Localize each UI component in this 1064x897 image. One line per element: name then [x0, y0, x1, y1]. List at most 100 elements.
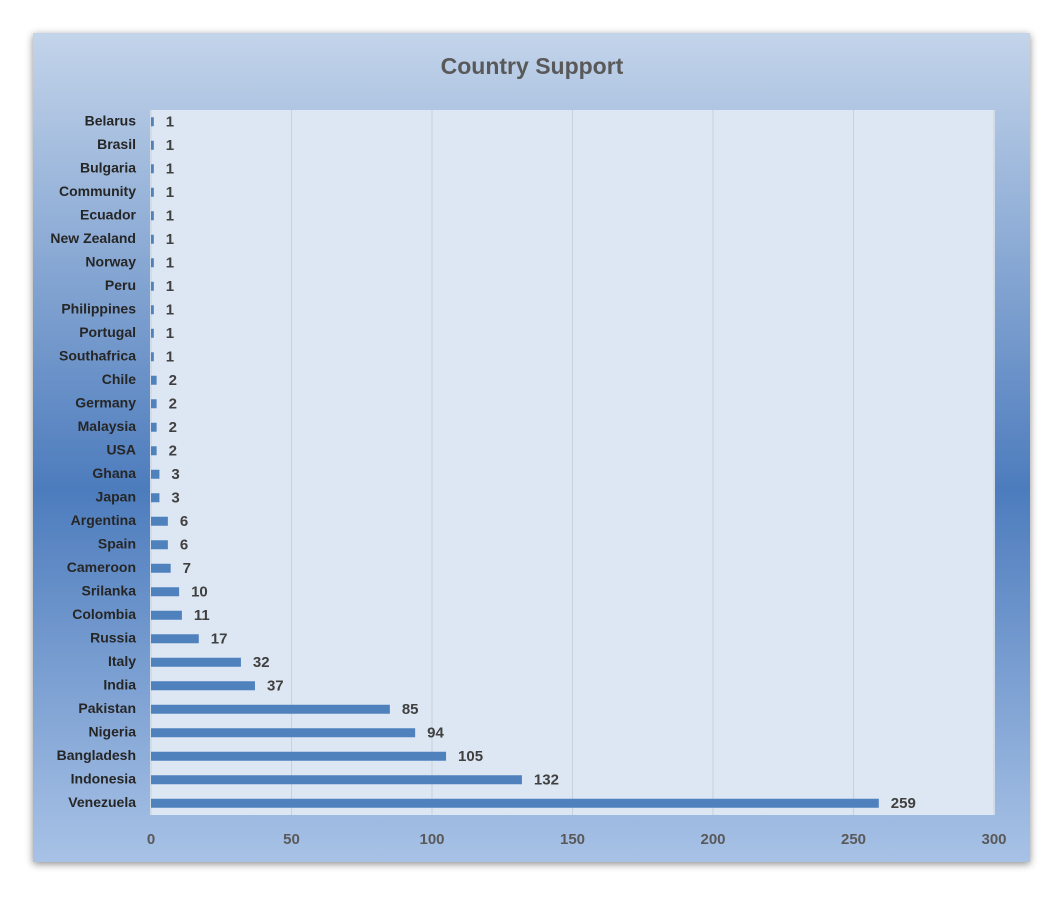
y-tick-label: Bangladesh — [57, 747, 136, 763]
data-label: 6 — [180, 537, 188, 554]
bar — [151, 117, 154, 127]
data-label: 1 — [166, 184, 174, 201]
y-tick-label: Portugal — [79, 324, 136, 340]
bar — [151, 422, 157, 432]
y-tick-label: Venezuela — [68, 794, 136, 810]
data-label: 11 — [194, 607, 210, 624]
x-tick-label: 300 — [981, 831, 1006, 848]
y-tick-label: Indonesia — [71, 770, 137, 786]
y-tick-label: Ghana — [92, 465, 136, 481]
y-tick-label: Cameroon — [67, 559, 136, 575]
data-label: 1 — [166, 255, 174, 272]
x-tick-label: 250 — [841, 831, 866, 848]
bar — [151, 211, 154, 221]
y-tick-label: Colombia — [72, 606, 136, 622]
bar — [151, 234, 154, 244]
data-label: 3 — [171, 490, 179, 507]
data-label: 3 — [171, 466, 179, 483]
bar — [151, 681, 255, 691]
y-tick-label: Russia — [90, 629, 136, 645]
data-label: 1 — [166, 349, 174, 366]
data-label: 37 — [267, 678, 284, 695]
bar — [151, 704, 390, 714]
y-tick-label: Ecuador — [80, 206, 137, 222]
y-tick-label: New Zealand — [50, 230, 136, 246]
y-tick-label: Spain — [98, 535, 136, 551]
bar — [151, 610, 182, 620]
x-tick-label: 150 — [560, 831, 585, 848]
bar — [151, 798, 879, 808]
y-tick-label: Community — [59, 183, 136, 199]
bar — [151, 328, 154, 338]
data-label: 1 — [166, 231, 174, 248]
y-tick-label: Bulgaria — [80, 159, 136, 175]
y-tick-label: Brasil — [97, 136, 136, 152]
bar — [151, 375, 157, 385]
bar — [151, 187, 154, 197]
bar — [151, 516, 168, 526]
x-tick-label: 0 — [147, 831, 155, 848]
bar — [151, 281, 154, 291]
bar — [151, 540, 168, 550]
y-tick-label: India — [103, 676, 136, 692]
data-label: 10 — [191, 584, 208, 601]
bar — [151, 563, 171, 573]
data-label: 85 — [402, 701, 419, 718]
y-tick-label: Belarus — [85, 112, 137, 128]
bar — [151, 728, 416, 738]
bar — [151, 258, 154, 268]
y-tick-label: Norway — [85, 253, 136, 269]
bar — [151, 775, 522, 785]
data-label: 259 — [891, 795, 916, 812]
data-label: 132 — [534, 772, 559, 789]
y-tick-label: Italy — [108, 653, 136, 669]
y-tick-label: Chile — [102, 371, 136, 387]
data-label: 2 — [169, 396, 177, 413]
x-tick-label: 100 — [419, 831, 444, 848]
bar — [151, 446, 157, 456]
data-label: 1 — [166, 114, 174, 131]
bar — [151, 140, 154, 150]
y-tick-label: USA — [106, 441, 136, 457]
y-tick-label: Srilanka — [82, 582, 137, 598]
data-label: 2 — [169, 419, 177, 436]
y-tick-label: Japan — [96, 488, 136, 504]
y-tick-label: Argentina — [71, 512, 137, 528]
bar — [151, 164, 154, 174]
y-tick-label: Peru — [105, 277, 136, 293]
data-label: 105 — [458, 748, 483, 765]
data-label: 6 — [180, 513, 188, 530]
x-tick-label: 50 — [283, 831, 300, 848]
data-label: 2 — [169, 372, 177, 389]
bar — [151, 493, 160, 503]
data-label: 1 — [166, 161, 174, 178]
y-tick-label: Malaysia — [78, 418, 137, 434]
data-label: 1 — [166, 302, 174, 319]
bar — [151, 399, 157, 409]
bar — [151, 657, 241, 667]
data-label: 1 — [166, 325, 174, 342]
data-label: 32 — [253, 654, 270, 671]
data-label: 2 — [169, 443, 177, 460]
data-label: 7 — [183, 560, 191, 577]
y-tick-label: Germany — [75, 394, 136, 410]
y-tick-label: Nigeria — [89, 723, 137, 739]
data-label: 1 — [166, 278, 174, 295]
chart-title: Country Support — [441, 53, 624, 79]
bar — [151, 469, 160, 479]
y-tick-label: Southafrica — [59, 347, 136, 363]
bar — [151, 751, 447, 761]
y-tick-label: Pakistan — [78, 700, 136, 716]
bar — [151, 305, 154, 315]
bar — [151, 587, 180, 597]
bar — [151, 634, 199, 644]
y-tick-label: Philippines — [61, 300, 136, 316]
data-label: 1 — [166, 208, 174, 225]
data-label: 17 — [211, 631, 228, 648]
data-label: 94 — [427, 725, 444, 742]
data-label: 1 — [166, 137, 174, 154]
bar — [151, 352, 154, 362]
x-tick-label: 200 — [700, 831, 725, 848]
